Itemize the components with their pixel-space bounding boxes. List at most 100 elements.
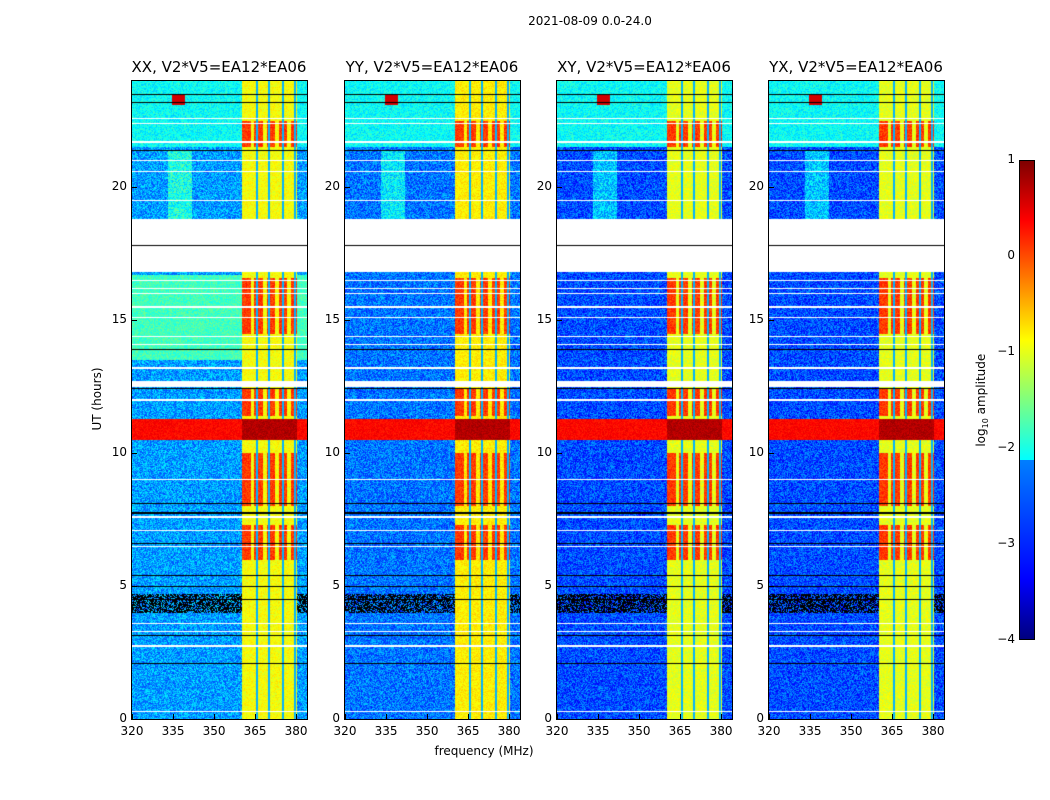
- x-tick-mark: [427, 714, 429, 719]
- x-tick-label: 320: [757, 724, 781, 738]
- colorbar-tick-label: −2: [997, 440, 1015, 454]
- y-tick-label: 20: [536, 179, 552, 194]
- spectrogram-image: [557, 81, 732, 719]
- spectrogram-panel: [768, 80, 945, 720]
- x-tick-mark: [933, 714, 935, 719]
- spectrogram-image: [345, 81, 520, 719]
- x-tick-label: 380: [921, 724, 945, 738]
- y-tick-mark: [132, 187, 137, 189]
- x-tick-label: 350: [415, 724, 439, 738]
- y-tick-label: 5: [119, 578, 127, 593]
- spectrogram-panel: [556, 80, 733, 720]
- panel-title: XX, V2*V5=EA12*EA06: [131, 58, 307, 76]
- panel-title: YX, V2*V5=EA12*EA06: [769, 58, 943, 76]
- x-tick-mark: [639, 714, 641, 719]
- y-tick-mark: [345, 187, 350, 189]
- panel-title: YY, V2*V5=EA12*EA06: [345, 58, 519, 76]
- y-tick-label: 10: [748, 445, 764, 460]
- y-tick-label: 15: [324, 312, 340, 327]
- x-tick-label: 350: [202, 724, 226, 738]
- y-tick-mark: [557, 586, 562, 588]
- x-tick-mark: [851, 714, 853, 719]
- y-tick-label: 0: [332, 711, 340, 725]
- spectrogram-image: [769, 81, 944, 719]
- x-tick-mark: [680, 714, 682, 719]
- x-tick-mark: [214, 714, 216, 719]
- y-axis-label: UT (hours): [90, 367, 104, 431]
- colorbar-label-rest: amplitude: [973, 353, 988, 419]
- y-tick-label: 0: [544, 711, 552, 725]
- x-tick-label: 350: [839, 724, 863, 738]
- y-tick-mark: [132, 586, 137, 588]
- y-tick-label: 20: [324, 179, 340, 194]
- spectrogram-image: [132, 81, 307, 719]
- x-tick-mark: [386, 714, 388, 719]
- x-tick-label: 320: [333, 724, 357, 738]
- y-tick-label: 0: [756, 711, 764, 725]
- colorbar-tick-label: 1: [1007, 152, 1015, 166]
- y-tick-label: 5: [544, 578, 552, 593]
- x-tick-mark: [557, 714, 558, 719]
- y-tick-label: 15: [536, 312, 552, 327]
- x-tick-label: 320: [545, 724, 569, 738]
- x-tick-mark: [255, 714, 257, 719]
- y-tick-mark: [769, 453, 774, 455]
- y-tick-mark: [769, 187, 774, 189]
- x-tick-label: 320: [120, 724, 144, 738]
- x-tick-mark: [468, 714, 470, 719]
- x-tick-label: 365: [456, 724, 480, 738]
- y-tick-mark: [345, 586, 350, 588]
- colorbar: [1019, 160, 1035, 640]
- y-tick-label: 5: [756, 578, 764, 593]
- x-tick-label: 335: [798, 724, 822, 738]
- y-tick-label: 10: [111, 445, 127, 460]
- colorbar-label-sub: 10: [981, 418, 991, 429]
- spectrogram-panel: [131, 80, 308, 720]
- x-tick-label: 335: [374, 724, 398, 738]
- y-tick-mark: [769, 320, 774, 322]
- x-tick-mark: [721, 714, 723, 719]
- x-tick-label: 365: [243, 724, 267, 738]
- x-tick-mark: [509, 714, 511, 719]
- colorbar-tick-label: 0: [1007, 248, 1015, 262]
- x-tick-mark: [132, 714, 133, 719]
- x-tick-mark: [598, 714, 600, 719]
- colorbar-tick-label: −1: [997, 344, 1015, 358]
- x-tick-label: 380: [284, 724, 308, 738]
- y-tick-mark: [557, 453, 562, 455]
- x-tick-label: 380: [709, 724, 733, 738]
- x-tick-label: 380: [497, 724, 521, 738]
- figure-title: 2021-08-09 0.0-24.0: [528, 14, 652, 28]
- y-tick-mark: [132, 320, 137, 322]
- y-tick-mark: [557, 320, 562, 322]
- x-tick-mark: [810, 714, 812, 719]
- colorbar-label: log10 amplitude: [974, 340, 990, 460]
- colorbar-tick-label: −3: [997, 536, 1015, 550]
- y-tick-mark: [132, 453, 137, 455]
- y-tick-label: 0: [119, 711, 127, 725]
- x-tick-mark: [769, 714, 770, 719]
- y-tick-label: 15: [748, 312, 764, 327]
- x-tick-mark: [892, 714, 894, 719]
- y-tick-label: 10: [536, 445, 552, 460]
- y-tick-mark: [769, 719, 774, 720]
- panel-title: XY, V2*V5=EA12*EA06: [557, 58, 731, 76]
- y-tick-mark: [345, 320, 350, 322]
- colorbar-label-main: log: [973, 428, 988, 447]
- y-tick-label: 15: [111, 312, 127, 327]
- y-tick-label: 10: [324, 445, 340, 460]
- x-tick-label: 335: [161, 724, 185, 738]
- y-tick-mark: [345, 719, 350, 720]
- x-tick-mark: [296, 714, 298, 719]
- x-tick-mark: [173, 714, 175, 719]
- y-tick-label: 5: [332, 578, 340, 593]
- y-tick-label: 20: [748, 179, 764, 194]
- x-tick-label: 365: [668, 724, 692, 738]
- x-tick-label: 335: [586, 724, 610, 738]
- x-tick-mark: [345, 714, 346, 719]
- y-tick-mark: [557, 719, 562, 720]
- spectrogram-panel: [344, 80, 521, 720]
- x-tick-label: 350: [627, 724, 651, 738]
- x-axis-label: frequency (MHz): [434, 744, 534, 758]
- x-tick-label: 365: [880, 724, 904, 738]
